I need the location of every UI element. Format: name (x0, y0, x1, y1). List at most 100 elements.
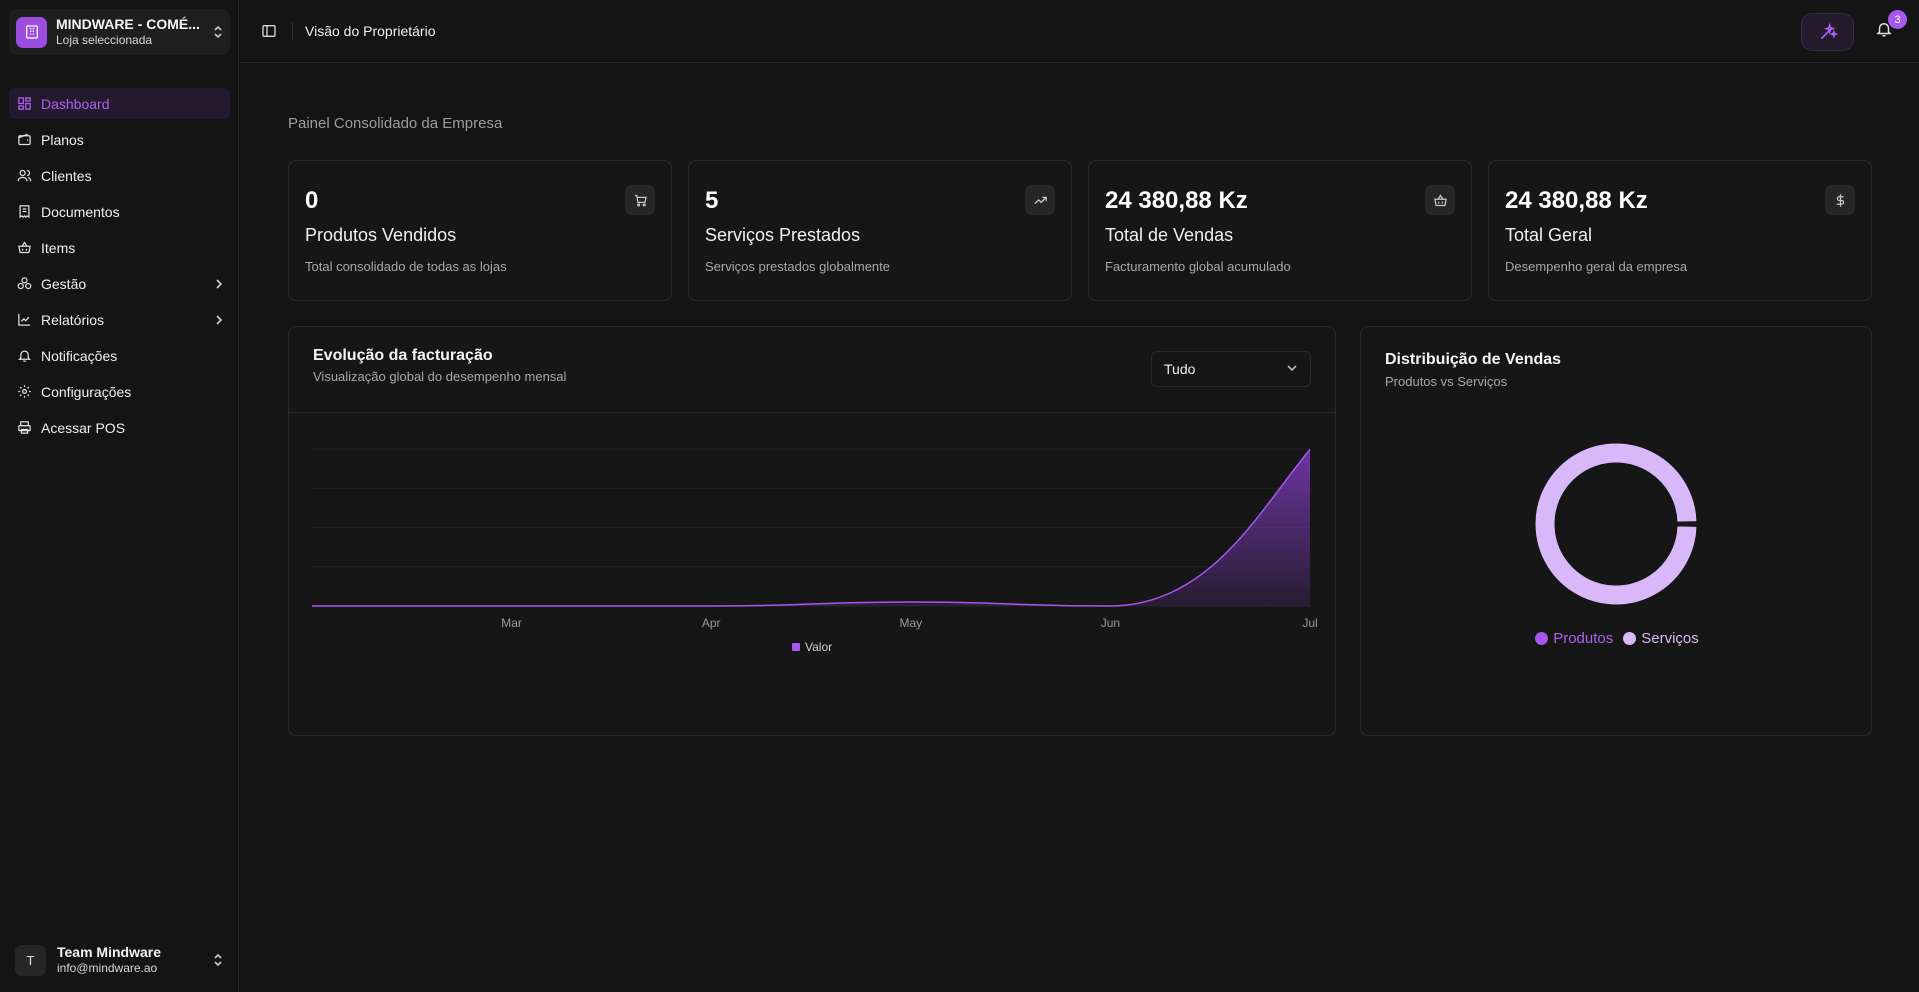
revenue-chart-card: Evolução da facturação Visualização glob… (288, 326, 1336, 736)
sidebar-item-gestao[interactable]: Gestão (9, 268, 230, 299)
kpi-description: Desempenho geral da empresa (1505, 259, 1688, 274)
sidebar-item-planos[interactable]: Planos (9, 124, 230, 155)
trend-up-icon (1025, 185, 1055, 215)
gear-icon (16, 384, 32, 400)
section-title: Painel Consolidado da Empresa (288, 115, 503, 132)
chevrons-up-down-icon (206, 952, 230, 968)
chevron-right-icon (208, 278, 230, 290)
distribution-donut-chart (1534, 442, 1698, 606)
chevrons-up-down-icon (206, 24, 230, 40)
sidebar-item-label: Acessar POS (41, 419, 126, 436)
notification-count-badge: 3 (1888, 10, 1907, 29)
period-select-value: Tudo (1164, 361, 1196, 377)
grid-icon (16, 96, 32, 112)
kpi-description: Serviços prestados globalmente (705, 259, 890, 274)
bell-icon (16, 348, 32, 364)
avatar: T (15, 944, 46, 976)
printer-icon (16, 420, 32, 436)
chart-legend[interactable]: Valor (792, 640, 832, 654)
kpi-name: Total Geral (1505, 225, 1593, 245)
kpi-card-total-geral: 24 380,88 Kz Total Geral Desempenho gera… (1488, 160, 1872, 301)
cart-icon (625, 185, 655, 215)
kpi-value: 5 (705, 187, 719, 214)
x-tick-label: Jul (1302, 616, 1317, 630)
kpi-description: Facturamento global acumulado (1105, 259, 1291, 274)
chart-subtitle: Produtos vs Serviços (1385, 374, 1508, 389)
kpi-name: Produtos Vendidos (305, 225, 457, 245)
store-name: MINDWARE - COMÉ... (56, 16, 200, 32)
chevron-right-icon (208, 314, 230, 326)
sidebar-item-label: Documentos (41, 203, 120, 220)
ai-sparkles-button[interactable] (1801, 13, 1854, 51)
wallet-icon (16, 132, 32, 148)
distribution-chart-card: Distribuição de Vendas Produtos vs Servi… (1360, 326, 1872, 736)
sidebar-item-label: Planos (41, 131, 84, 148)
dollar-icon (1825, 185, 1855, 215)
kpi-card-produtos: 0 Produtos Vendidos Total consolidado de… (288, 160, 672, 301)
legend-item-produtos[interactable]: Produtos (1535, 630, 1613, 647)
kpi-description: Total consolidado de todas as lojas (305, 259, 507, 274)
user-menu[interactable]: T Team Mindware info@mindware.ao (9, 937, 230, 983)
legend-swatch (1535, 632, 1549, 645)
sidebar-item-label: Gestão (41, 275, 87, 292)
sidebar-item-documentos[interactable]: Documentos (9, 196, 230, 227)
legend-label: Serviços (1641, 630, 1699, 647)
x-tick-label: May (899, 616, 922, 630)
sidebar-item-items[interactable]: Items (9, 232, 230, 263)
page-title: Visão do Proprietário (305, 23, 436, 39)
sidebar-item-label: Configurações (41, 383, 132, 400)
store-subtitle: Loja seleccionada (56, 33, 153, 47)
sidebar: MINDWARE - COMÉ... Loja seleccionada Das… (0, 0, 239, 992)
x-tick-label: Jun (1101, 616, 1120, 630)
legend-swatch (1623, 632, 1637, 645)
kpi-name: Total de Vendas (1105, 225, 1234, 245)
user-name: Team Mindware (57, 944, 161, 960)
sidebar-item-notificacoes[interactable]: Notificações (9, 340, 230, 371)
store-switcher[interactable]: MINDWARE - COMÉ... Loja seleccionada (9, 9, 230, 55)
boxes-icon (16, 276, 32, 292)
donut-legend: Produtos Serviços (1361, 630, 1873, 647)
basket-icon (1425, 185, 1455, 215)
sidebar-item-label: Clientes (41, 167, 92, 184)
receipt-icon (16, 204, 32, 220)
chart-title: Evolução da facturação (313, 347, 493, 364)
chart-icon (16, 312, 32, 328)
sidebar-item-label: Items (41, 239, 76, 256)
chart-title: Distribuição de Vendas (1385, 351, 1562, 368)
sidebar-item-label: Notificações (41, 347, 118, 364)
sidebar-item-label: Relatórios (41, 311, 105, 328)
users-icon (16, 168, 32, 184)
top-bar: Visão do Proprietário 3 (240, 0, 1919, 63)
kpi-card-total-vendas: 24 380,88 Kz Total de Vendas Facturament… (1088, 160, 1472, 301)
legend-label: Valor (805, 640, 832, 654)
legend-item-servicos[interactable]: Serviços (1623, 630, 1699, 647)
x-tick-label: Mar (501, 616, 522, 630)
sidebar-item-acessar-pos[interactable]: Acessar POS (9, 412, 230, 443)
legend-label: Produtos (1553, 630, 1614, 647)
building-icon (16, 16, 47, 48)
header-divider (292, 22, 293, 40)
series-area-valor (312, 449, 1310, 606)
kpi-value: 0 (305, 187, 319, 214)
revenue-area-chart: Mar Apr May Jun Jul Valor (311, 448, 1318, 654)
kpi-card-servicos: 5 Serviços Prestados Serviços prestados … (688, 160, 1072, 301)
chevron-down-icon (1286, 361, 1298, 377)
sidebar-item-clientes[interactable]: Clientes (9, 160, 230, 191)
x-tick-label: Apr (702, 616, 721, 630)
notifications-bell-icon[interactable] (1875, 20, 1897, 42)
sidebar-item-relatorios[interactable]: Relatórios (9, 304, 230, 335)
series-line-valor (311, 448, 1311, 607)
kpi-value: 24 380,88 Kz (1505, 187, 1648, 214)
donut-slice-servicos[interactable] (1534, 442, 1698, 606)
sidebar-nav: Dashboard Planos Clientes Documentos Ite… (9, 88, 230, 448)
sidebar-item-dashboard[interactable]: Dashboard (9, 88, 230, 119)
kpi-name: Serviços Prestados (705, 225, 861, 245)
period-select[interactable]: Tudo (1151, 351, 1311, 387)
kpi-value: 24 380,88 Kz (1105, 187, 1248, 214)
user-email: info@mindware.ao (57, 961, 158, 975)
sidebar-toggle-icon[interactable] (258, 20, 280, 42)
sidebar-item-configuracoes[interactable]: Configurações (9, 376, 230, 407)
chart-header: Evolução da facturação Visualização glob… (289, 327, 1335, 413)
basket-icon (16, 240, 32, 256)
chart-subtitle: Visualização global do desempenho mensal (313, 369, 567, 384)
